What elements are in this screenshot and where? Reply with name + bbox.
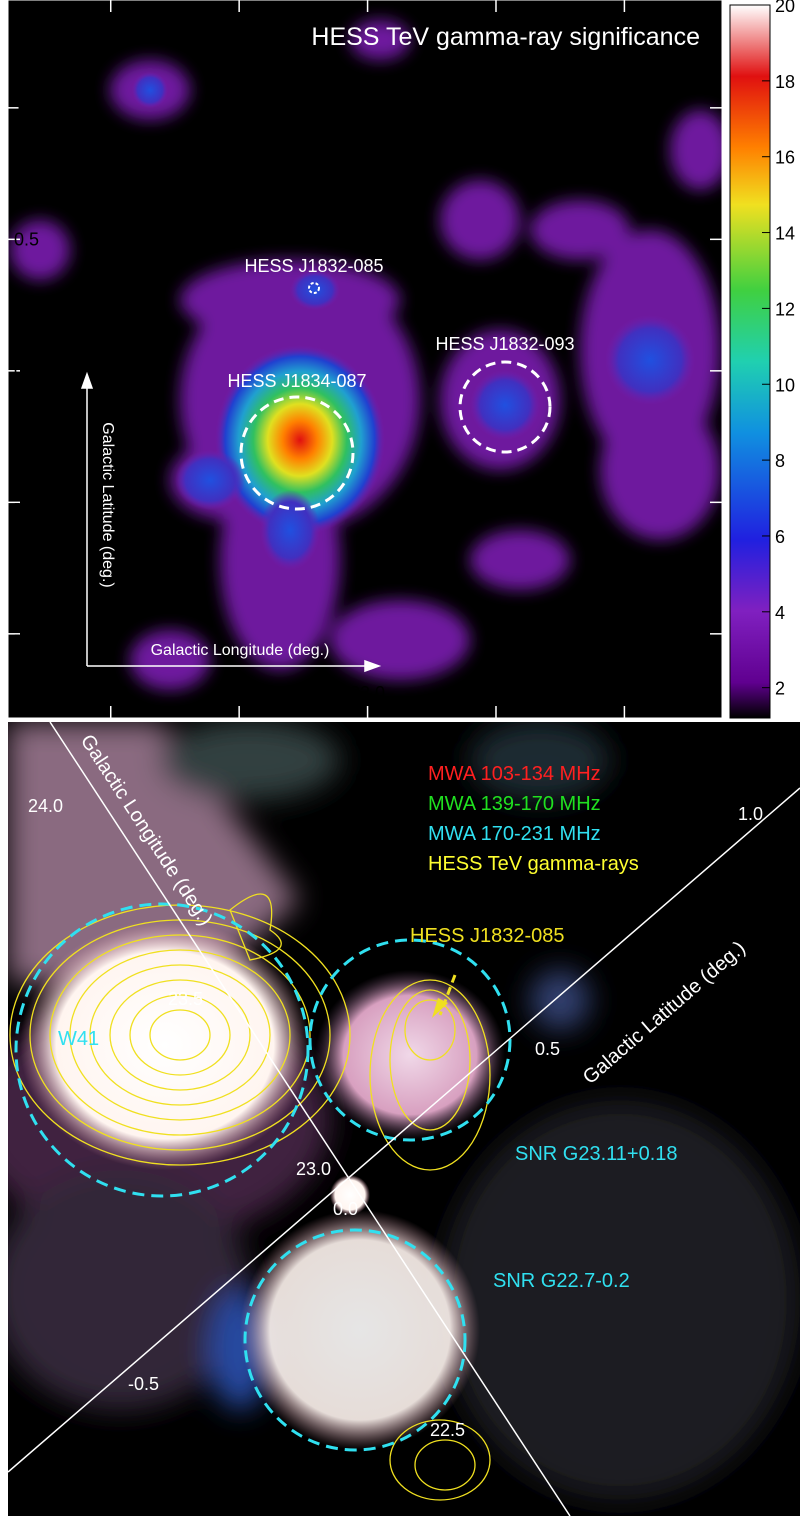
colorbar-tick-label: 20 [775, 0, 795, 16]
tick-label: -0.5 [128, 1374, 159, 1394]
legend-entry: HESS TeV gamma-rays [428, 853, 639, 875]
annotation: HESS J1834-087 [227, 371, 366, 391]
y-tick-label: 1.0 [14, 98, 39, 118]
colorbar-tick-label: 14 [775, 224, 795, 244]
colorbar-tick-label: 18 [775, 72, 795, 92]
annotation: HESS J1832-085 [410, 925, 565, 947]
x-tick-label: 23.0 [350, 683, 385, 703]
chart-title: HESS TeV gamma-ray significance [311, 23, 700, 51]
legend-entry: MWA 170-231 MHz [428, 823, 601, 845]
colorbar-tick-label: 12 [775, 299, 795, 319]
x-axis-label: Galactic Longitude (deg.) [151, 642, 330, 659]
x-tick-label: 22.0 [607, 683, 642, 703]
colorbar [730, 5, 770, 718]
colorbar-tick-label: 16 [775, 148, 795, 168]
y-tick-label: 0.5 [14, 229, 39, 249]
annotation: W41 [58, 1028, 99, 1050]
radio-image [0, 720, 800, 1516]
tick-label: 22.5 [430, 1420, 465, 1440]
colorbar-tick-label: 4 [775, 603, 785, 623]
x-tick-label: 24.0 [93, 683, 128, 703]
annotation: SNR G23.11+0.18 [515, 1143, 678, 1165]
tick-label: 23.5 [168, 989, 203, 1009]
annotation: HESS J1832-093 [435, 334, 574, 354]
colorbar-tick-label: 8 [775, 451, 785, 471]
tick-label: 0.0 [333, 1199, 358, 1219]
tick-label: 23.0 [296, 1159, 331, 1179]
annotation: SNR G22.7-0.2 [493, 1270, 630, 1292]
y-tick-label: -0.5 [14, 492, 45, 512]
x-tick-label: 23.5 [222, 683, 257, 703]
y-tick-label: -1.0 [14, 624, 45, 644]
x-tick-label: 22.5 [478, 683, 513, 703]
tick-label: 0.5 [535, 1039, 560, 1059]
colorbar-tick-label: 6 [775, 527, 785, 547]
annotation: HESS J1832-085 [244, 256, 383, 276]
colorbar-tick-label: 10 [775, 375, 795, 395]
y-tick-label: 0.0 [14, 361, 39, 381]
legend-entry: MWA 103-134 MHz [428, 763, 601, 785]
legend-entry: MWA 139-170 MHz [428, 793, 601, 815]
tick-label: 1.0 [738, 804, 763, 824]
figure: HESS TeV gamma-ray significance HESS J18… [0, 0, 800, 1516]
tick-label: 24.0 [28, 796, 63, 816]
colorbar-tick-label: 2 [775, 679, 785, 699]
y-axis-label: Galactic Latitude (deg.) [99, 422, 116, 587]
significance-map [8, 0, 730, 718]
